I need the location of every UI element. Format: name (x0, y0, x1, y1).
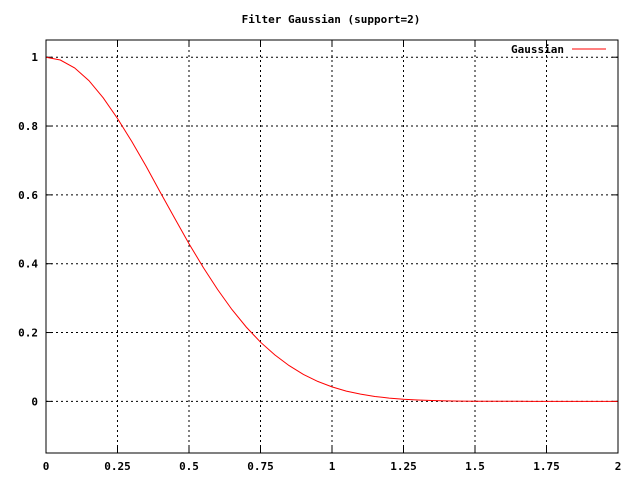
y-tick-label: 1 (31, 51, 38, 64)
y-tick-label: 0.8 (18, 120, 38, 133)
tick-labels: 0 0.25 0.5 0.75 1 1.25 1.5 1.75 2 0 0.2 0.4 0.6 0.8 1 (18, 51, 621, 473)
y-tick-label: 0.6 (18, 189, 38, 202)
y-tick-label: 0.4 (18, 258, 38, 271)
x-tick-label: 1 (329, 460, 336, 473)
grid-lines (45, 40, 619, 453)
chart-title: Filter Gaussian (support=2) (242, 13, 421, 26)
x-tick-label: 1.5 (465, 460, 485, 473)
plot-frame (45, 39, 619, 454)
x-tick-label: 0 (43, 460, 50, 473)
legend: Gaussian (511, 43, 606, 56)
series-layer (45, 56, 618, 402)
series-line-gaussian (45, 56, 618, 402)
x-tick-label: 1.25 (390, 460, 417, 473)
x-tick-label: 0.5 (179, 460, 199, 473)
x-tick-label: 0.75 (247, 460, 274, 473)
x-tick-label: 0.25 (104, 460, 131, 473)
x-tick-label: 2 (615, 460, 622, 473)
y-tick-label: 0.2 (18, 327, 38, 340)
legend-label-gaussian: Gaussian (511, 43, 564, 56)
y-tick-label: 0 (31, 395, 38, 408)
x-tick-label: 1.75 (533, 460, 560, 473)
